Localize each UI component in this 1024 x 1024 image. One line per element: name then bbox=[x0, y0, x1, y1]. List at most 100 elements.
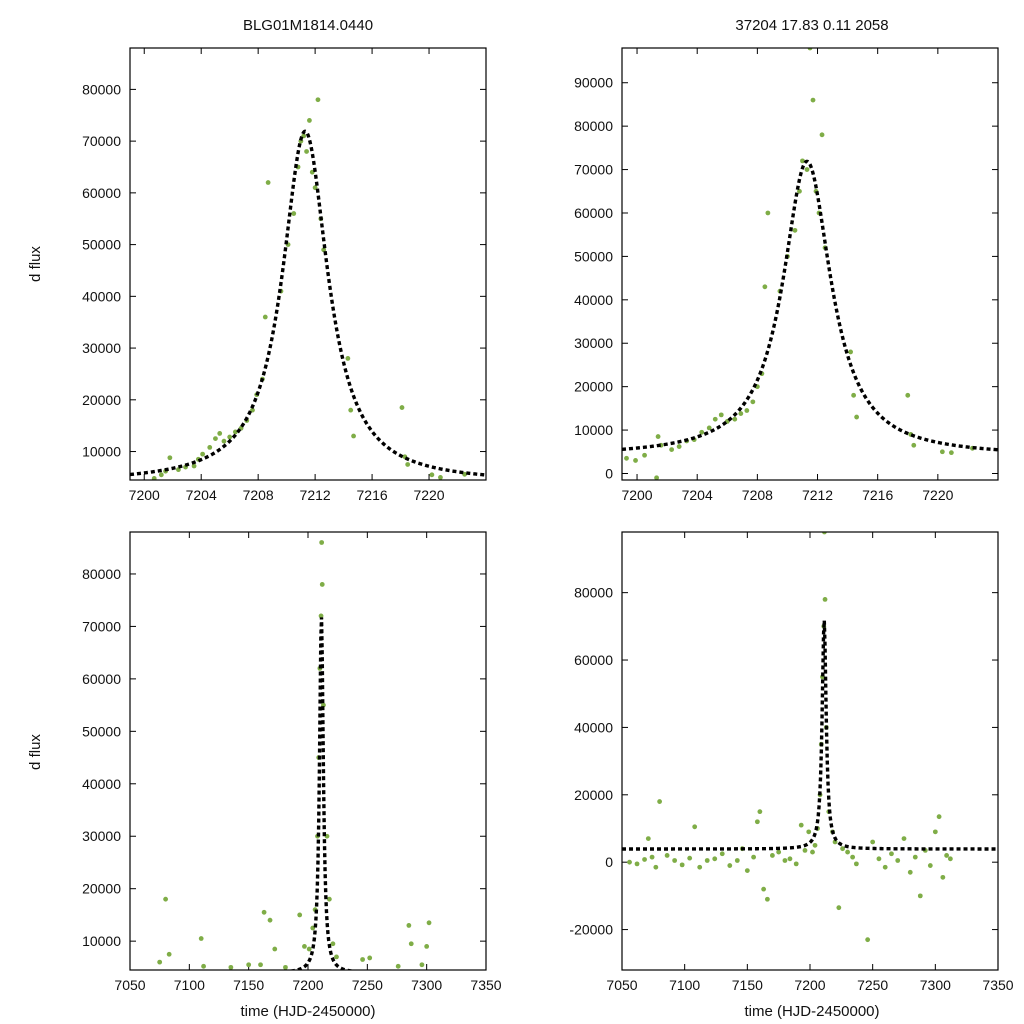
data-point bbox=[798, 822, 804, 828]
y-tick-label: -20000 bbox=[569, 922, 613, 938]
data-point bbox=[882, 864, 888, 870]
data-point bbox=[213, 436, 218, 442]
data-point bbox=[757, 809, 763, 815]
plot-frame bbox=[129, 47, 487, 481]
plot-area bbox=[157, 540, 432, 970]
data-point bbox=[406, 923, 412, 928]
data-point bbox=[227, 434, 233, 440]
data-point bbox=[832, 839, 838, 845]
data-point bbox=[793, 861, 799, 867]
panel-bottom-right: 7050 7100 7150 7200 7250 7300 7350 -20000 0 20000… bbox=[569, 531, 1014, 993]
y-tick-label: 40000 bbox=[574, 292, 613, 308]
data-point bbox=[228, 964, 234, 970]
model-curve bbox=[622, 620, 998, 851]
data-point bbox=[207, 445, 213, 450]
y-tick-label: 20000 bbox=[82, 392, 121, 408]
data-point bbox=[221, 438, 227, 444]
data-point bbox=[850, 854, 856, 860]
data-point bbox=[738, 411, 744, 416]
data-point bbox=[419, 962, 425, 968]
data-point bbox=[912, 854, 918, 860]
y-tick-label: 10000 bbox=[574, 422, 613, 438]
data-point bbox=[649, 854, 655, 860]
data-point bbox=[762, 284, 768, 290]
data-point bbox=[345, 356, 351, 361]
data-point bbox=[304, 149, 309, 154]
data-point bbox=[258, 962, 263, 968]
x-tick-label: 7350 bbox=[982, 977, 1013, 993]
data-point bbox=[854, 414, 860, 420]
plot-area bbox=[130, 97, 486, 480]
x-tick-label: 7200 bbox=[292, 977, 323, 993]
data-point bbox=[405, 462, 411, 467]
data-point bbox=[627, 859, 632, 865]
data-point bbox=[291, 211, 297, 216]
y-tick-label: 50000 bbox=[82, 723, 121, 739]
x-tick-label: 7220 bbox=[413, 487, 444, 503]
data-point bbox=[657, 799, 662, 804]
data-point bbox=[776, 849, 782, 855]
data-point bbox=[669, 447, 675, 453]
xlabel-left: time (HJD-2450000) bbox=[240, 1003, 375, 1020]
x-tick-label: 7250 bbox=[857, 977, 888, 993]
panel-top-left: 7200 7204 7208 7212 7216 7220 10000 20000 30000 4… bbox=[82, 47, 487, 503]
data-point bbox=[744, 868, 750, 874]
data-point bbox=[664, 853, 670, 858]
y-tick-label: 80000 bbox=[574, 118, 613, 134]
data-point bbox=[634, 861, 640, 867]
data-point bbox=[687, 855, 693, 861]
data-point bbox=[819, 132, 825, 138]
data-point bbox=[633, 458, 638, 463]
y-tick-label: 0 bbox=[605, 854, 613, 870]
data-point bbox=[351, 433, 356, 439]
data-point bbox=[706, 425, 712, 431]
panel-title-right: 37204 17.83 0.11 2058 bbox=[735, 17, 888, 34]
y-tick-label: 70000 bbox=[82, 133, 121, 149]
data-point bbox=[438, 475, 443, 480]
x-tick-label: 7216 bbox=[357, 487, 388, 503]
data-point bbox=[261, 909, 267, 915]
ylabel-top: d flux bbox=[27, 246, 44, 282]
data-point bbox=[822, 596, 828, 602]
x-tick-label: 7050 bbox=[114, 977, 145, 993]
data-point bbox=[944, 853, 950, 858]
data-point bbox=[672, 858, 678, 863]
y-tick-label: 60000 bbox=[82, 185, 121, 201]
data-point bbox=[699, 429, 705, 435]
data-point bbox=[911, 442, 917, 448]
data-point bbox=[895, 858, 901, 863]
data-point bbox=[718, 412, 724, 418]
data-point bbox=[217, 431, 223, 436]
data-point bbox=[654, 475, 659, 480]
data-point bbox=[851, 392, 857, 398]
data-point bbox=[907, 869, 913, 875]
data-point bbox=[334, 954, 339, 960]
data-point bbox=[719, 851, 725, 857]
data-point bbox=[940, 874, 946, 880]
data-point bbox=[751, 854, 756, 860]
x-tick-label: 7208 bbox=[243, 487, 274, 503]
data-point bbox=[889, 851, 894, 857]
data-point bbox=[399, 405, 405, 410]
data-point bbox=[787, 856, 793, 862]
x-tick-label: 7208 bbox=[742, 487, 773, 503]
data-point bbox=[750, 399, 756, 405]
data-point bbox=[936, 814, 942, 820]
plot-frame bbox=[129, 531, 487, 971]
data-point bbox=[306, 946, 312, 952]
data-point bbox=[642, 452, 647, 458]
data-point bbox=[200, 451, 206, 457]
data-point bbox=[840, 846, 845, 852]
data-point bbox=[761, 886, 767, 892]
data-point bbox=[870, 839, 876, 845]
data-point bbox=[765, 210, 771, 216]
data-point bbox=[201, 963, 206, 969]
x-tick-label: 7200 bbox=[129, 487, 160, 503]
data-point bbox=[865, 937, 871, 943]
data-point bbox=[408, 941, 414, 947]
data-point bbox=[167, 455, 173, 461]
data-point bbox=[948, 450, 954, 456]
data-point bbox=[712, 416, 718, 422]
data-point bbox=[307, 118, 312, 123]
data-point bbox=[704, 858, 710, 863]
